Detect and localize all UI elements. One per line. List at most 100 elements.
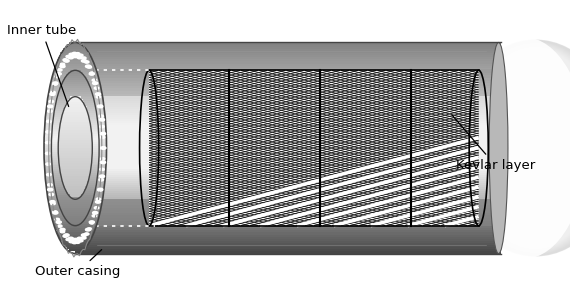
Bar <box>75 125 501 128</box>
Bar <box>75 129 501 132</box>
Bar <box>75 189 501 192</box>
Bar <box>75 133 501 136</box>
Circle shape <box>73 238 78 241</box>
Bar <box>65 75 86 78</box>
Bar <box>75 48 501 51</box>
Circle shape <box>66 55 71 58</box>
Bar <box>47 192 103 194</box>
Bar <box>75 202 501 205</box>
Bar <box>75 124 501 127</box>
Bar <box>75 124 501 127</box>
Bar <box>75 82 501 86</box>
Circle shape <box>64 234 69 237</box>
Bar <box>53 171 98 173</box>
Bar <box>75 231 501 234</box>
Bar <box>53 173 98 175</box>
Bar <box>65 46 86 49</box>
Bar <box>65 244 86 247</box>
Bar <box>53 71 98 74</box>
Bar <box>62 81 89 84</box>
Bar <box>75 104 501 107</box>
Bar <box>63 48 87 51</box>
Ellipse shape <box>452 40 571 256</box>
Bar <box>75 67 501 70</box>
Bar <box>75 151 501 154</box>
Bar <box>58 57 92 59</box>
Circle shape <box>95 93 100 95</box>
Bar <box>75 176 501 179</box>
Circle shape <box>60 231 65 233</box>
Bar <box>57 230 94 232</box>
Bar <box>75 234 501 237</box>
Bar <box>54 182 96 185</box>
Bar <box>54 221 97 224</box>
Bar <box>46 183 104 186</box>
Bar <box>75 75 501 78</box>
Ellipse shape <box>462 45 571 251</box>
Bar <box>44 158 106 161</box>
Circle shape <box>100 168 104 170</box>
Circle shape <box>49 100 54 103</box>
Bar <box>52 163 99 165</box>
Bar <box>75 141 501 144</box>
Circle shape <box>98 105 103 108</box>
Bar <box>59 202 92 204</box>
Bar <box>75 207 501 210</box>
Circle shape <box>99 175 104 178</box>
Bar <box>46 181 104 184</box>
Circle shape <box>58 225 62 227</box>
Bar <box>57 232 93 234</box>
Circle shape <box>72 241 77 244</box>
Bar <box>75 182 501 185</box>
Bar <box>52 132 99 134</box>
Bar <box>58 91 93 94</box>
Bar <box>75 162 501 164</box>
Bar <box>75 248 501 251</box>
Bar <box>55 105 95 107</box>
Bar <box>75 85 501 89</box>
Bar <box>48 95 103 97</box>
Circle shape <box>93 211 98 214</box>
Circle shape <box>98 105 102 107</box>
Bar <box>45 118 106 120</box>
Bar <box>59 236 91 239</box>
Circle shape <box>96 96 100 98</box>
Bar <box>53 114 97 117</box>
Bar <box>58 150 93 153</box>
Bar <box>52 76 99 78</box>
Circle shape <box>50 93 55 95</box>
Ellipse shape <box>458 43 571 253</box>
Bar <box>60 206 90 208</box>
Ellipse shape <box>472 49 571 247</box>
Bar <box>75 128 501 131</box>
Bar <box>75 170 501 174</box>
Bar <box>75 102 501 105</box>
Bar <box>75 114 501 117</box>
Circle shape <box>90 72 94 74</box>
Text: Inner tube: Inner tube <box>7 24 77 107</box>
Bar <box>45 166 106 169</box>
Circle shape <box>66 238 71 241</box>
Bar <box>75 96 501 99</box>
Bar <box>54 112 97 115</box>
Bar <box>52 128 99 131</box>
Circle shape <box>46 152 50 155</box>
Bar <box>75 147 501 151</box>
Bar <box>53 167 98 169</box>
Bar <box>51 136 99 138</box>
Circle shape <box>56 73 61 75</box>
Circle shape <box>69 237 74 240</box>
Bar <box>75 156 501 159</box>
Bar <box>75 44 501 47</box>
Bar <box>75 183 501 186</box>
Circle shape <box>78 239 83 242</box>
Ellipse shape <box>467 47 571 249</box>
Bar <box>75 225 501 228</box>
Bar <box>66 44 84 47</box>
Circle shape <box>99 178 103 181</box>
Bar <box>75 137 501 140</box>
Bar <box>75 208 501 211</box>
Bar <box>75 147 501 150</box>
Bar <box>75 196 501 199</box>
Bar <box>56 99 94 101</box>
